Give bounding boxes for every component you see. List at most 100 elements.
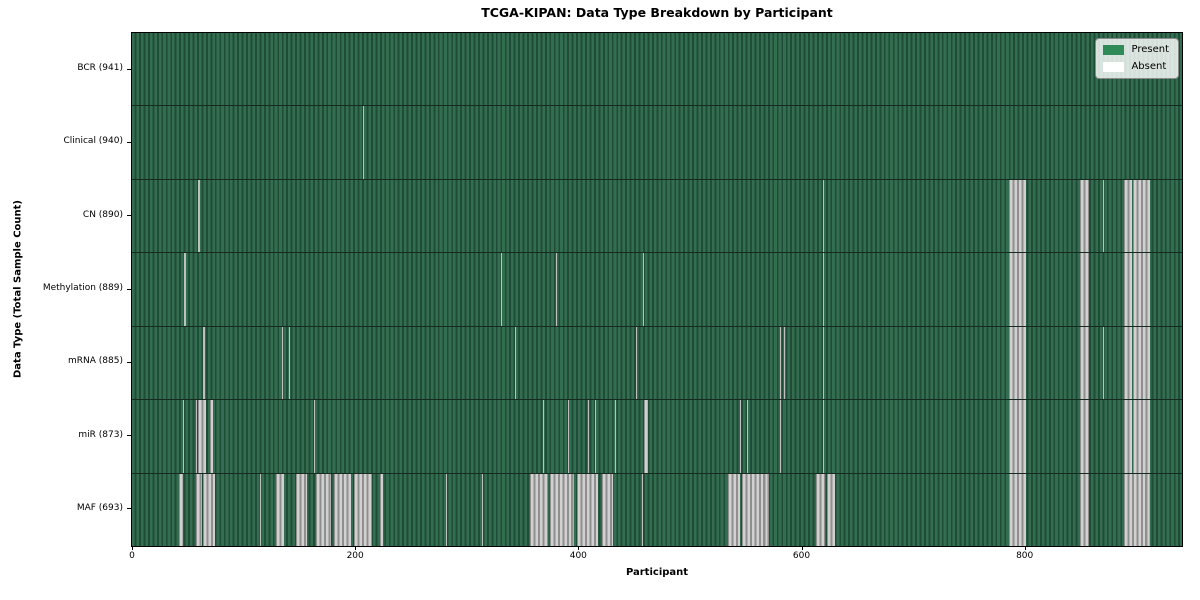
absent-stripe — [577, 473, 599, 546]
absent-stripe — [1009, 473, 1026, 546]
absent-stripe — [1080, 253, 1090, 326]
absent-stripe — [740, 400, 742, 473]
absent-stripe — [313, 400, 315, 473]
legend-entry-present: Present — [1103, 44, 1169, 56]
heatmap-row-mir — [132, 400, 1182, 474]
absent-stripe — [1123, 253, 1132, 326]
absent-stripe — [588, 400, 590, 473]
absent-stripe — [1132, 179, 1150, 253]
y-tick-label-clinical: Clinical (940) — [63, 136, 123, 147]
y-tick-label-bcr: BCR (941) — [77, 63, 123, 74]
x-tick-label-200: 200 — [346, 551, 364, 561]
absent-stripe — [636, 326, 638, 400]
heatmap-row-cn — [132, 179, 1182, 254]
absent-stripe — [822, 179, 824, 253]
x-tick-mark — [355, 546, 357, 550]
y-tick-mark — [127, 435, 131, 437]
absent-stripe — [1102, 179, 1104, 253]
absent-stripe — [783, 326, 785, 400]
y-tick-mark — [127, 508, 131, 510]
x-tick-label-400: 400 — [569, 551, 587, 561]
absent-stripe — [1080, 400, 1090, 473]
absent-stripe — [615, 400, 617, 473]
absent-stripe — [333, 473, 351, 546]
absent-stripe — [183, 400, 185, 473]
absent-stripe — [827, 473, 835, 546]
absent-stripe — [550, 473, 574, 546]
absent-stripe — [1102, 326, 1104, 400]
absent-stripe — [1123, 326, 1132, 400]
absent-stripe — [542, 400, 544, 473]
absent-stripe — [445, 473, 447, 546]
absent-stripe — [197, 179, 201, 253]
y-tick-label-mir: miR (873) — [78, 429, 123, 440]
absent-stripe — [1009, 326, 1026, 400]
absent-stripe — [482, 473, 484, 546]
x-tick-label-0: 0 — [129, 551, 135, 561]
absent-stripe — [780, 400, 782, 473]
absent-stripe — [746, 400, 748, 473]
y-tick-label-maf: MAF (693) — [76, 502, 123, 513]
heatmap-rows — [132, 33, 1182, 546]
absent-stripe — [601, 473, 613, 546]
absent-stripe — [260, 473, 262, 546]
y-tick-mark — [127, 68, 131, 70]
absent-stripe — [1132, 400, 1150, 473]
legend-entry-absent: Absent — [1103, 61, 1169, 73]
absent-stripe — [316, 473, 331, 546]
x-tick-mark — [1024, 546, 1026, 550]
x-tick-label-800: 800 — [1016, 551, 1034, 561]
y-tick-mark — [127, 361, 131, 363]
heatmap-row-clinical — [132, 106, 1182, 180]
absent-stripe — [1132, 326, 1150, 400]
x-tick-label-600: 600 — [792, 551, 811, 561]
absent-stripe — [641, 473, 644, 546]
absent-stripe — [281, 326, 283, 400]
absent-stripe — [203, 326, 205, 400]
heatmap-row-mrna — [132, 326, 1182, 401]
y-tick-mark — [127, 141, 131, 143]
absent-stripe — [822, 253, 824, 326]
absent-stripe — [1123, 179, 1132, 253]
absent-stripe — [1080, 179, 1090, 253]
absent-swatch-icon — [1103, 62, 1125, 72]
absent-stripe — [354, 473, 372, 546]
absent-stripe — [501, 253, 503, 326]
x-tick-mark — [801, 546, 803, 550]
absent-stripe — [530, 473, 549, 546]
absent-stripe — [362, 106, 365, 179]
legend-label-present: Present — [1131, 44, 1169, 55]
absent-stripe — [379, 473, 384, 546]
absent-stripe — [514, 326, 516, 400]
absent-stripe — [644, 400, 648, 473]
absent-stripe — [742, 473, 770, 546]
absent-stripe — [568, 400, 570, 473]
absent-stripe — [822, 400, 824, 473]
present-swatch-icon — [1103, 45, 1125, 55]
heatmap-row-bcr — [132, 33, 1182, 107]
y-tick-label-methylation: Methylation (889) — [42, 283, 123, 293]
absent-stripe — [1009, 253, 1026, 326]
heatmap-row-methylation — [132, 253, 1182, 327]
absent-stripe — [1009, 179, 1026, 253]
absent-stripe — [780, 326, 782, 400]
absent-stripe — [556, 253, 558, 326]
y-tick-label-mrna: mRNA (885) — [68, 356, 123, 367]
heatmap-row-maf — [132, 473, 1182, 546]
absent-stripe — [816, 473, 825, 546]
absent-stripe — [727, 473, 741, 546]
absent-stripe — [1132, 253, 1150, 326]
absent-stripe — [1123, 400, 1132, 473]
plot-area: Present Absent — [131, 32, 1183, 547]
absent-stripe — [184, 253, 186, 326]
absent-stripe — [289, 326, 291, 400]
absent-stripe — [1080, 473, 1090, 546]
absent-stripe — [1123, 473, 1150, 546]
absent-stripe — [643, 253, 645, 326]
y-tick-mark — [127, 288, 131, 290]
legend-label-absent: Absent — [1131, 61, 1167, 72]
absent-stripe — [195, 473, 203, 546]
absent-stripe — [822, 326, 824, 400]
absent-stripe — [195, 400, 197, 473]
